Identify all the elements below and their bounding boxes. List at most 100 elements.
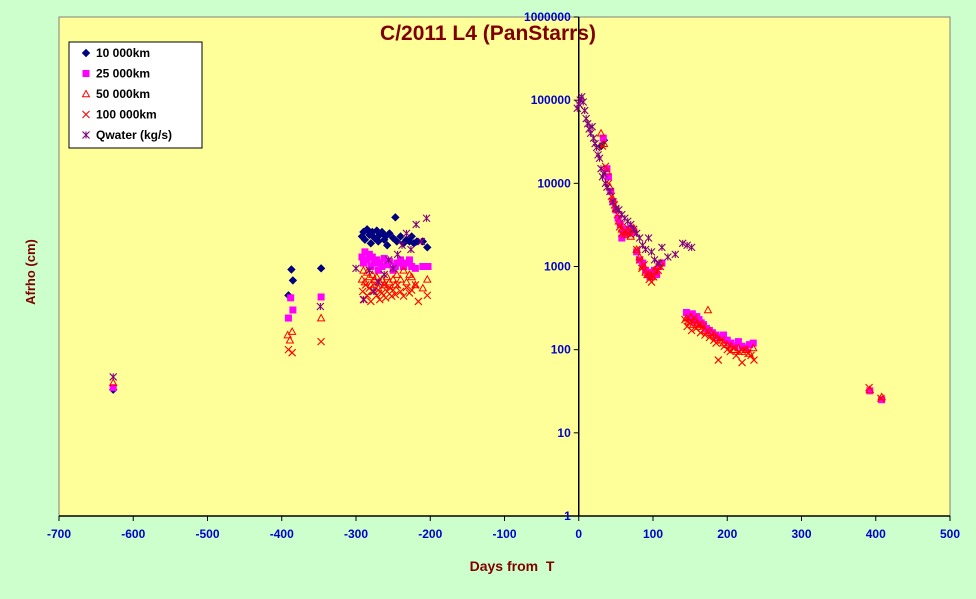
data-point	[627, 224, 635, 232]
data-point	[738, 358, 746, 367]
data-point	[650, 256, 659, 264]
data-point	[749, 339, 757, 347]
data-point	[360, 235, 370, 244]
data-point	[601, 162, 610, 171]
data-point	[580, 106, 589, 115]
x-tick-label: -500	[195, 527, 219, 541]
data-point	[399, 292, 408, 301]
x-tick-label: 400	[866, 527, 886, 541]
data-point	[663, 253, 672, 261]
data-point	[643, 270, 651, 279]
data-point	[642, 266, 650, 274]
data-point	[372, 272, 382, 281]
data-point	[388, 274, 398, 283]
data-point	[108, 378, 118, 387]
data-point	[603, 183, 611, 192]
data-point	[365, 266, 374, 275]
data-point	[393, 250, 402, 259]
chart-title: C/2011 L4 (PanStarrs)	[380, 22, 596, 45]
data-point	[681, 315, 689, 324]
data-point	[640, 260, 648, 269]
data-point	[381, 293, 390, 302]
data-point	[385, 229, 394, 238]
data-point	[609, 197, 617, 206]
data-point	[367, 270, 377, 278]
data-point	[359, 295, 368, 304]
data-point	[316, 302, 325, 311]
data-point	[374, 266, 382, 274]
data-point	[375, 295, 384, 304]
y-tick-label: 100	[551, 343, 571, 357]
data-point	[579, 98, 588, 106]
data-point	[385, 283, 394, 292]
data-point	[422, 274, 432, 283]
data-point	[671, 250, 680, 259]
legend-label: Qwater (kg/s)	[96, 128, 172, 142]
data-point	[632, 245, 641, 254]
data-point	[688, 310, 696, 318]
data-point	[649, 273, 658, 281]
data-point	[746, 341, 754, 349]
data-point	[689, 314, 698, 322]
data-point	[414, 297, 423, 306]
legend-marker	[82, 131, 90, 139]
data-point	[687, 243, 696, 252]
data-point	[596, 128, 606, 137]
data-point	[378, 263, 386, 270]
plot-area	[58, 16, 951, 517]
data-point	[583, 119, 592, 128]
data-point	[378, 289, 386, 297]
data-point	[606, 187, 614, 196]
x-tick-label: -700	[47, 527, 71, 541]
data-point	[391, 213, 400, 222]
data-point	[392, 237, 402, 246]
x-axis-label: Days from T	[470, 558, 555, 574]
data-point	[747, 351, 755, 360]
data-point	[363, 256, 371, 264]
data-point	[629, 225, 638, 234]
y-tick-label: 10	[557, 426, 571, 440]
data-point	[284, 314, 292, 322]
data-point	[362, 225, 372, 234]
x-tick-label: -400	[270, 527, 294, 541]
data-point	[399, 265, 408, 274]
data-point	[647, 278, 656, 286]
data-point	[683, 241, 692, 250]
data-point	[877, 394, 885, 403]
data-point	[385, 257, 393, 265]
data-point	[393, 259, 401, 267]
legend-label: 25 000km	[96, 67, 150, 81]
data-point	[632, 244, 642, 253]
data-point	[359, 265, 368, 274]
data-point	[741, 345, 749, 354]
legend-label: 50 000km	[96, 87, 150, 101]
data-point	[365, 272, 374, 281]
data-point	[398, 241, 406, 250]
data-point	[285, 335, 295, 344]
legend-marker	[81, 48, 91, 58]
data-point	[423, 291, 432, 300]
data-point	[687, 326, 696, 335]
data-point	[402, 277, 411, 286]
data-point	[577, 92, 586, 101]
y-tick-label: 10000	[537, 176, 571, 190]
data-points	[108, 92, 887, 404]
data-point	[423, 243, 432, 252]
data-point	[703, 305, 713, 314]
data-point	[424, 263, 432, 270]
data-point	[742, 344, 750, 352]
data-point	[607, 192, 616, 201]
data-point	[614, 216, 624, 225]
data-point	[317, 337, 325, 346]
data-point	[367, 263, 375, 270]
x-tick-label: -600	[121, 527, 145, 541]
x-tick-label: -200	[418, 527, 442, 541]
data-point	[418, 283, 428, 292]
data-point	[732, 351, 741, 360]
data-point	[396, 287, 405, 296]
data-point	[615, 222, 624, 231]
data-point	[370, 274, 379, 283]
data-point	[638, 241, 647, 250]
legend-label: 100 000km	[96, 108, 157, 122]
